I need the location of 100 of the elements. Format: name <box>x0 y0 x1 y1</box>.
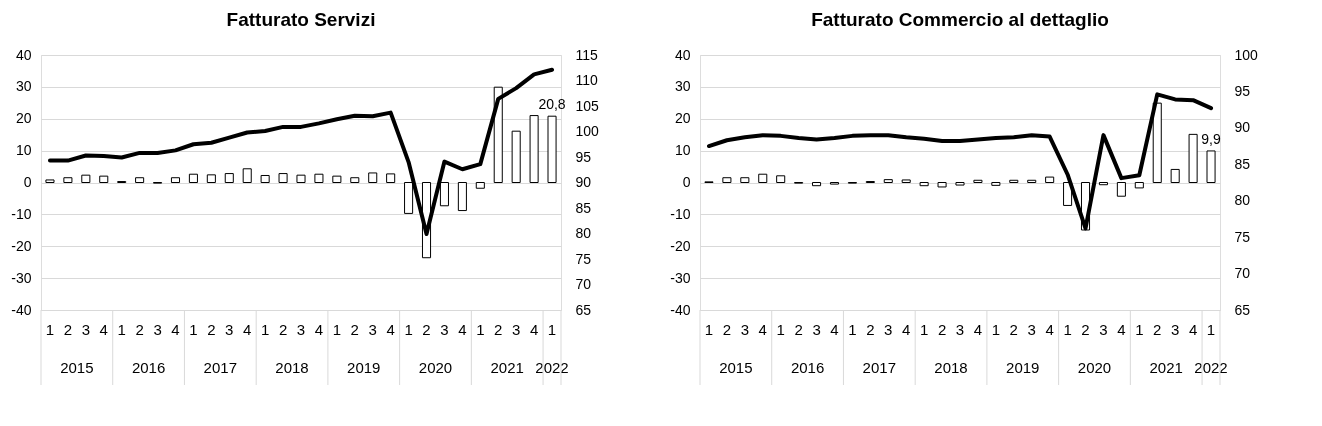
x-tick-label: 3 <box>955 320 965 338</box>
bar <box>350 177 360 183</box>
text: 2021 <box>490 359 524 376</box>
x-tick-label: 4 <box>973 320 983 338</box>
bar <box>973 179 983 183</box>
x-tick-label: 2 <box>1009 320 1018 338</box>
bar <box>883 179 893 183</box>
x-tick-label: 4 <box>386 320 395 338</box>
bar <box>278 173 288 183</box>
y-tick-label: 0 <box>682 174 691 190</box>
bar <box>439 182 449 207</box>
y2-tick-label: 65 <box>1234 301 1251 318</box>
x-tick-label: 2 <box>937 320 947 338</box>
x-tick-label: 3 <box>740 320 749 338</box>
x-tick-label: 1 <box>45 320 55 338</box>
chart-title: Fatturato Commercio al dettaglio <box>811 9 1109 30</box>
x-tick-label: 1 <box>476 320 485 338</box>
bar <box>955 182 965 186</box>
y2-tick-label: 90 <box>1234 119 1251 136</box>
bar <box>919 182 929 187</box>
y-tick-label: -20 <box>11 237 32 254</box>
bar <box>1152 102 1162 183</box>
text: 2016 <box>131 359 166 376</box>
x-tick-label: 4 <box>171 320 180 338</box>
x-tick-label: 2 <box>207 320 216 338</box>
bar <box>188 173 198 183</box>
y2-tick-label: 70 <box>1234 265 1251 282</box>
text: 2015 <box>719 359 753 376</box>
y2-tick-label: 100 <box>575 123 600 139</box>
bar <box>170 177 181 183</box>
x-tick-label: 3 <box>1171 320 1180 338</box>
y2-tick-label: 95 <box>1234 82 1251 99</box>
bar <box>937 182 947 188</box>
bar <box>314 173 324 183</box>
bar <box>135 177 145 183</box>
y2-tick-label: 100 <box>1234 46 1259 63</box>
x-tick-label: 2 <box>278 320 288 338</box>
bar <box>1045 176 1055 183</box>
y2-tick-label: 65 <box>575 301 592 318</box>
x-tick-label: 1 <box>1135 320 1144 338</box>
x-tick-label: 1 <box>991 320 1001 338</box>
bar <box>740 177 750 183</box>
x-tick-label: 4 <box>458 320 467 338</box>
bar <box>1134 182 1144 189</box>
x-tick-label: 3 <box>81 320 90 338</box>
x-tick-label: 2 <box>794 320 803 338</box>
x-tick-label: 2 <box>722 320 732 338</box>
x-tick-label: 4 <box>758 320 767 338</box>
x-tick-label: 2 <box>1081 320 1090 338</box>
x-tick-label: 3 <box>884 320 893 338</box>
y-tick-label: 10 <box>674 142 691 159</box>
x-tick-label: 1 <box>117 320 126 338</box>
x-tick-label: 4 <box>314 320 324 338</box>
bar <box>206 174 216 183</box>
bar <box>511 130 521 183</box>
bar <box>332 175 342 183</box>
x-tick-label: 3 <box>153 320 162 338</box>
text: 2015 <box>60 359 94 376</box>
x-tick-label: 2 <box>866 320 875 338</box>
bar <box>901 179 911 183</box>
y2-tick-label: 85 <box>575 199 592 216</box>
x-tick-label: 4 <box>1188 320 1198 338</box>
chart-title: Fatturato Servizi <box>226 9 376 30</box>
bar <box>1027 179 1037 183</box>
x-tick-label: 3 <box>368 320 377 338</box>
x-tick-label: 1 <box>1063 320 1072 338</box>
text: 2021 <box>1149 359 1183 376</box>
bar <box>81 174 91 183</box>
text: 2022 <box>1194 359 1228 376</box>
bar <box>260 174 270 183</box>
y-tick-label: 20 <box>674 110 691 127</box>
bar <box>1116 182 1126 197</box>
text: 2017 <box>203 359 237 376</box>
x-tick-label: 3 <box>296 320 306 338</box>
bar <box>368 172 378 183</box>
text: 2022 <box>535 359 569 376</box>
bar <box>1098 182 1108 186</box>
x-tick-label: 3 <box>1099 320 1108 338</box>
bar <box>529 115 539 183</box>
bar <box>99 175 109 183</box>
data-label: 9,9 <box>1201 130 1221 147</box>
x-tick-label: 1 <box>260 320 270 338</box>
bar <box>991 182 1001 186</box>
x-tick-label: 2 <box>135 320 144 338</box>
bar <box>386 173 396 183</box>
x-tick-label: 2 <box>350 320 359 338</box>
x-tick-label: 2 <box>63 320 73 338</box>
y-tick-label: 30 <box>15 78 32 95</box>
y-tick-label: 40 <box>674 46 691 63</box>
x-tick-label: 1 <box>919 320 929 338</box>
x-tick-label: 3 <box>1027 320 1036 338</box>
bar <box>475 182 485 189</box>
y2-tick-label: 95 <box>575 148 592 165</box>
x-tick-label: 1 <box>704 320 714 338</box>
y2-tick-label: 115 <box>575 46 599 63</box>
bar <box>224 173 234 183</box>
y-tick-label: -30 <box>670 269 691 286</box>
y2-tick-label: 85 <box>1234 155 1251 172</box>
x-tick-label: 2 <box>1153 320 1162 338</box>
text: 2019 <box>1006 359 1040 376</box>
